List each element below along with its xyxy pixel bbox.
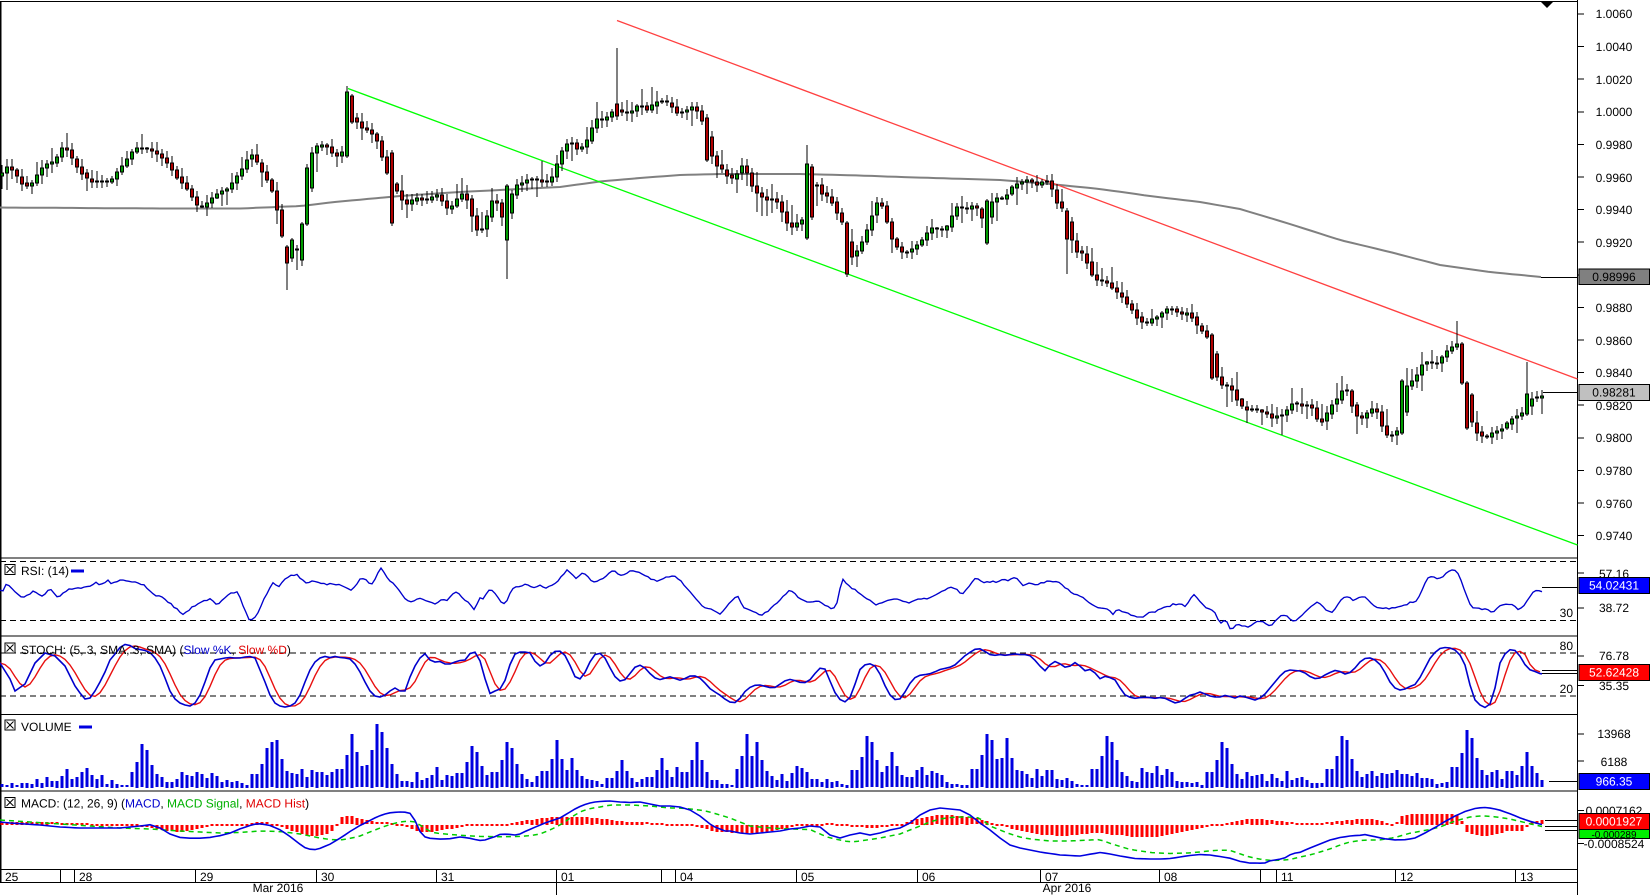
svg-text:0.9840: 0.9840 xyxy=(1596,366,1633,380)
svg-text:07: 07 xyxy=(1045,870,1059,884)
svg-text:30: 30 xyxy=(321,870,335,884)
svg-text:0.9860: 0.9860 xyxy=(1596,334,1633,348)
svg-text:0.9920: 0.9920 xyxy=(1596,236,1633,250)
svg-text:Mar 2016: Mar 2016 xyxy=(253,881,304,895)
svg-text:1.0060: 1.0060 xyxy=(1596,7,1633,21)
svg-text:52.62428: 52.62428 xyxy=(1589,666,1639,680)
svg-text:RSI: (14): RSI: (14) xyxy=(21,564,69,578)
svg-text:-0.000289: -0.000289 xyxy=(1591,830,1636,841)
svg-text:VOLUME: VOLUME xyxy=(21,720,72,734)
svg-text:11: 11 xyxy=(1281,870,1294,884)
svg-text:0.9740: 0.9740 xyxy=(1596,529,1633,543)
svg-text:0.9880: 0.9880 xyxy=(1596,301,1633,315)
svg-text:1.0000: 1.0000 xyxy=(1596,105,1633,119)
svg-text:966.35: 966.35 xyxy=(1596,775,1633,789)
svg-text:1.0040: 1.0040 xyxy=(1596,40,1633,54)
svg-text:STOCH: (5, 3, SMA, 3, SMA) (Sl: STOCH: (5, 3, SMA, 3, SMA) (Slow %K, Slo… xyxy=(21,643,291,657)
svg-text:6188: 6188 xyxy=(1601,755,1628,769)
svg-text:35.35: 35.35 xyxy=(1599,679,1629,693)
svg-text:25: 25 xyxy=(5,870,19,884)
svg-text:38.72: 38.72 xyxy=(1599,601,1629,615)
svg-text:-0.0008524: -0.0008524 xyxy=(1584,837,1645,851)
svg-text:08: 08 xyxy=(1164,870,1178,884)
svg-text:0.9960: 0.9960 xyxy=(1596,171,1633,185)
svg-text:04: 04 xyxy=(680,870,694,884)
svg-text:Apr 2016: Apr 2016 xyxy=(1043,881,1092,895)
svg-text:0.0001927: 0.0001927 xyxy=(1586,815,1643,829)
svg-text:0.98996: 0.98996 xyxy=(1592,270,1636,284)
svg-text:29: 29 xyxy=(200,870,214,884)
svg-text:76.78: 76.78 xyxy=(1599,649,1629,663)
svg-text:06: 06 xyxy=(922,870,936,884)
svg-text:28: 28 xyxy=(79,870,93,884)
svg-text:0.98281: 0.98281 xyxy=(1592,386,1636,400)
svg-text:13968: 13968 xyxy=(1597,727,1631,741)
svg-text:80: 80 xyxy=(1560,639,1574,653)
svg-text:0.9940: 0.9940 xyxy=(1596,203,1633,217)
svg-text:54.02431: 54.02431 xyxy=(1589,579,1639,593)
svg-text:05: 05 xyxy=(801,870,815,884)
svg-text:0.9800: 0.9800 xyxy=(1596,431,1633,445)
svg-text:20: 20 xyxy=(1560,682,1574,696)
svg-text:0.9820: 0.9820 xyxy=(1596,399,1633,413)
svg-text:12: 12 xyxy=(1400,870,1414,884)
svg-text:01: 01 xyxy=(561,870,575,884)
svg-text:MACD: (12, 26, 9) (MACD, MACD: MACD: (12, 26, 9) (MACD, MACD Signal, MA… xyxy=(21,797,309,811)
svg-text:1.0020: 1.0020 xyxy=(1596,73,1633,87)
svg-text:13: 13 xyxy=(1520,870,1534,884)
svg-text:30: 30 xyxy=(1560,606,1574,620)
svg-text:31: 31 xyxy=(441,870,455,884)
svg-text:0.9760: 0.9760 xyxy=(1596,497,1633,511)
svg-text:0.9780: 0.9780 xyxy=(1596,464,1633,478)
svg-text:0.9980: 0.9980 xyxy=(1596,138,1633,152)
